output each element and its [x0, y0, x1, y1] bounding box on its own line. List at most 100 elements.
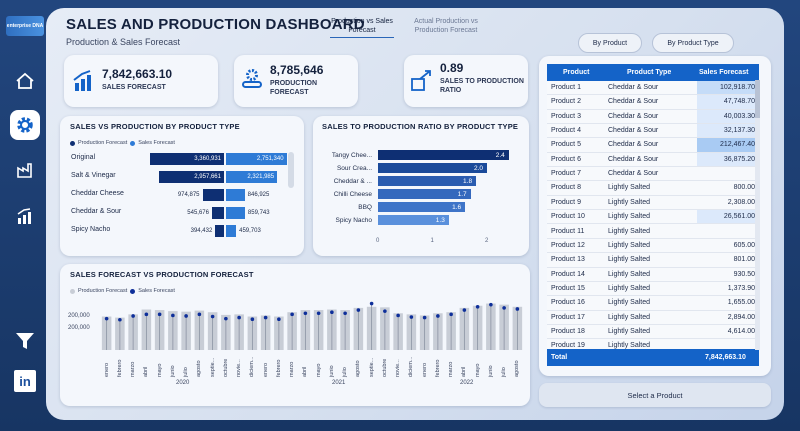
settings-button[interactable] — [10, 110, 40, 140]
ratio-bar[interactable]: 2.0 — [378, 163, 487, 173]
sales-point[interactable] — [157, 312, 162, 317]
sales-point[interactable] — [303, 311, 308, 316]
production-bar[interactable] — [202, 189, 224, 201]
legend-dot-sales — [130, 140, 136, 146]
table-row[interactable]: Product 4 Cheddar & Sour 32,137.30 — [547, 124, 759, 139]
production-button[interactable] — [10, 155, 40, 185]
sales-point[interactable] — [224, 316, 228, 321]
sales-vs-production-panel — [60, 116, 304, 256]
sales-point[interactable] — [383, 309, 387, 313]
sales-point[interactable] — [356, 308, 361, 312]
linkedin-button[interactable]: in — [10, 366, 40, 396]
ratio-bar[interactable]: 1.6 — [378, 202, 466, 212]
sales-point[interactable] — [277, 317, 281, 322]
sales-point[interactable] — [489, 302, 493, 307]
sales-point[interactable] — [515, 307, 520, 311]
scrollbar[interactable] — [288, 152, 294, 188]
sales-bar[interactable]: 2,321,985 — [226, 171, 278, 183]
sales-point[interactable] — [263, 315, 268, 320]
column-header-sales-forecast[interactable]: Sales Forecast — [699, 69, 749, 76]
month-label: agosto — [355, 360, 362, 377]
by-product-type-button[interactable]: By Product Type — [652, 33, 734, 53]
sales-point[interactable] — [396, 313, 400, 318]
ratio-bar[interactable]: 2.4 — [378, 150, 509, 160]
tab-actual-vs-forecast[interactable]: Actual Production vs Production Forecast — [414, 18, 478, 34]
sales-point[interactable] — [237, 315, 241, 320]
sales-bar[interactable] — [226, 189, 245, 201]
column-header-product[interactable]: Product — [563, 69, 590, 76]
table-row[interactable]: Product 12 Lightly Salted 605.00 — [547, 239, 759, 254]
cell-sales-forecast: 2,308.00 — [727, 198, 755, 206]
table-row[interactable]: Product 16 Lightly Salted 1,655.00 — [547, 296, 759, 311]
sales-point[interactable] — [422, 315, 427, 320]
sales-point[interactable] — [197, 312, 202, 317]
production-bar[interactable]: 3,360,931 — [150, 153, 224, 165]
table-row[interactable]: Product 17 Lightly Salted 2,894.00 — [547, 311, 759, 325]
sales-point[interactable] — [436, 314, 440, 318]
category-label: Cheddar & Sour — [71, 208, 122, 215]
sales-point[interactable] — [290, 312, 294, 317]
ratio-bar[interactable]: 1.8 — [378, 176, 477, 186]
home-button[interactable] — [10, 66, 40, 96]
table-row[interactable]: Product 13 Lightly Salted 801.00 — [547, 253, 759, 268]
sales-point[interactable] — [104, 316, 109, 321]
table-row[interactable]: Product 7 Cheddar & Sour — [547, 167, 759, 182]
category-label: Cheddar & ... — [333, 178, 372, 185]
sales-bar[interactable] — [226, 207, 245, 219]
sales-point[interactable] — [475, 305, 480, 309]
sales-point[interactable] — [118, 317, 122, 322]
cell-sales-forecast: 930.50 — [733, 270, 755, 278]
sales-point[interactable] — [144, 312, 149, 317]
month-label: enero — [262, 362, 269, 377]
month-label: mayo — [474, 363, 481, 377]
production-bar[interactable] — [211, 207, 224, 219]
table-row[interactable]: Product 5 Cheddar & Sour 212,467.40 — [547, 138, 759, 153]
ratio-icon — [411, 70, 431, 91]
month-label: diciem... — [408, 356, 415, 377]
table-row[interactable]: Product 18 Lightly Salted 4,614.00 — [547, 325, 759, 340]
select-product-button[interactable]: Select a Product — [539, 383, 771, 407]
sales-value: 459,703 — [239, 228, 261, 234]
table-row[interactable]: Product 9 Lightly Salted 2,308.00 — [547, 196, 759, 211]
ratio-bar[interactable]: 1.7 — [378, 189, 471, 199]
sales-point[interactable] — [369, 301, 374, 306]
sales-point[interactable] — [409, 315, 414, 319]
filter-button[interactable] — [10, 326, 40, 356]
table-row[interactable]: Product 8 Lightly Salted 800.00 — [547, 181, 759, 196]
production-bar[interactable]: 2,957,661 — [158, 171, 224, 183]
table-row[interactable]: Product 3 Cheddar & Sour 40,003.30 — [547, 109, 759, 125]
tab-production-vs-sales[interactable]: Production vs Sales Forecast — [330, 17, 394, 38]
sales-bar[interactable]: 2,751,340 — [226, 153, 287, 165]
table-row[interactable]: Product 2 Cheddar & Sour 47,748.70 — [547, 95, 759, 110]
table-scrollbar[interactable] — [755, 80, 760, 350]
table-row[interactable]: Product 6 Cheddar & Sour 36,875.20 — [547, 152, 759, 168]
sales-point[interactable] — [316, 311, 321, 316]
sales-point[interactable] — [250, 317, 255, 322]
ratio-bar[interactable]: 1.3 — [378, 215, 449, 225]
sales-point[interactable] — [171, 313, 175, 318]
sales-point[interactable] — [502, 306, 506, 310]
table-row[interactable]: Product 10 Lightly Salted 26,561.00 — [547, 210, 759, 225]
by-product-button[interactable]: By Product — [578, 33, 642, 53]
sales-point[interactable] — [330, 310, 334, 314]
sales-point[interactable] — [210, 314, 215, 319]
cell-sales-forecast — [697, 167, 755, 180]
sales-point[interactable] — [449, 312, 453, 317]
table-row[interactable]: Product 11 Lightly Salted — [547, 225, 759, 239]
sales-point[interactable] — [131, 314, 135, 318]
sales-point[interactable] — [184, 314, 188, 318]
scrollbar-thumb[interactable] — [755, 80, 760, 118]
column-header-product-type[interactable]: Product Type — [627, 69, 672, 76]
table-row[interactable]: Product 15 Lightly Salted 1,373.90 — [547, 282, 759, 297]
cell-product-type: Cheddar & Sour — [608, 84, 659, 91]
legend-dot-production — [70, 140, 75, 146]
table-row[interactable]: Product 1 Cheddar & Sour 102,918.70 — [547, 81, 759, 96]
total-value: 7,842,663.10 — [705, 354, 746, 361]
growth-button[interactable] — [10, 201, 40, 231]
sales-point[interactable] — [462, 308, 467, 312]
sales-point[interactable] — [343, 311, 347, 316]
production-bar[interactable] — [215, 225, 224, 237]
sales-bar[interactable] — [226, 225, 237, 237]
category-label: Salt & Vinegar — [71, 172, 116, 179]
table-row[interactable]: Product 14 Lightly Salted 930.50 — [547, 268, 759, 282]
